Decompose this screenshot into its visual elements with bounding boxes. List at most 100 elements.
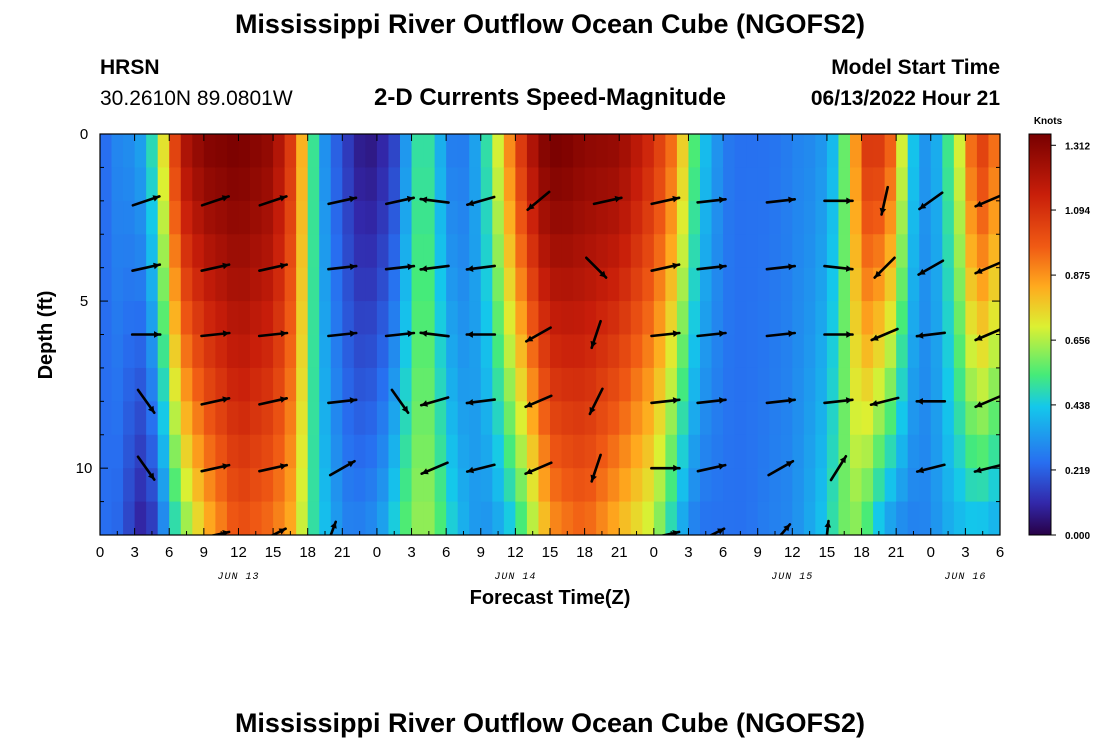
heatmap-cell: [134, 434, 147, 469]
vector-head: [871, 334, 879, 341]
heatmap-cell: [953, 434, 966, 469]
vector-head: [278, 528, 286, 535]
heatmap-cell: [134, 468, 147, 503]
heatmap-cell: [584, 267, 597, 302]
heatmap-cell: [619, 167, 632, 202]
current-vector-arrow: [419, 396, 450, 407]
heatmap-cell: [561, 267, 574, 302]
heatmap-cell: [965, 401, 978, 436]
heatmap-cell: [319, 134, 332, 169]
heatmap-cell: [146, 334, 159, 369]
heatmap-cell: [896, 367, 909, 402]
vector-head: [526, 335, 534, 342]
x-axis-title: Forecast Time(Z): [470, 587, 631, 609]
vector-head: [349, 397, 357, 404]
heatmap-cell: [434, 200, 447, 235]
heatmap-cell: [411, 367, 424, 402]
heatmap-cell: [953, 401, 966, 436]
heatmap-cell: [896, 401, 909, 436]
heatmap-cell: [388, 234, 401, 269]
heatmap-cell: [526, 234, 540, 269]
heatmap-cell: [988, 468, 1000, 503]
heatmap-cell: [123, 468, 136, 503]
heatmap-cell: [503, 134, 516, 169]
heatmap-cell: [596, 167, 609, 202]
heatmap-cell: [734, 434, 747, 469]
x-tick-label: 0: [927, 544, 935, 561]
heatmap-cell: [769, 468, 782, 503]
vector-head: [280, 262, 287, 270]
heatmap-cell: [503, 401, 516, 436]
heatmap-cell: [630, 167, 643, 202]
heatmap-cell: [457, 234, 470, 269]
vector-head: [280, 396, 287, 403]
current-vector-arrow: [823, 197, 854, 205]
heatmap-cell: [965, 334, 978, 369]
heatmap-cell: [503, 234, 516, 269]
heatmap-cell: [215, 401, 228, 436]
heatmap-cell: [642, 401, 655, 436]
heatmap-cell: [515, 234, 528, 269]
vector-head: [466, 399, 474, 406]
vector-head: [788, 397, 795, 404]
heatmap-cell: [584, 301, 597, 336]
current-vector-arrow: [419, 330, 450, 338]
heatmap-cell: [250, 434, 263, 469]
current-vector-arrow: [829, 454, 848, 482]
heatmap-cell: [411, 334, 424, 369]
heatmap-cell: [803, 434, 816, 469]
heatmap-cell: [330, 234, 343, 269]
current-vector-arrow: [200, 396, 231, 406]
vector-head: [279, 195, 287, 202]
vector-head: [222, 262, 230, 270]
heatmap-cell: [307, 401, 320, 436]
heatmap-cell: [596, 134, 609, 169]
heatmap-cell: [215, 367, 228, 402]
heatmap-cell: [492, 200, 505, 235]
x-tick-label: 21: [611, 544, 628, 561]
heatmap-cell: [607, 167, 620, 202]
heatmap-cell: [873, 434, 886, 469]
heatmap-cell: [965, 200, 978, 235]
vector-head: [420, 265, 428, 272]
heatmap-cell: [307, 167, 320, 202]
heatmap-cell: [907, 367, 920, 402]
heatmap-cell: [434, 501, 447, 535]
heatmap-cell: [884, 301, 897, 336]
heatmap-cell: [215, 468, 228, 503]
heatmap-cell: [711, 167, 724, 202]
heatmap-cell: [226, 267, 240, 302]
heatmap-cell: [365, 367, 378, 402]
heatmap-cell: [723, 301, 736, 336]
heatmap-cell: [446, 301, 459, 336]
x-tick-label: 9: [477, 544, 485, 561]
heatmap-cell: [734, 167, 747, 202]
current-vector-arrow: [588, 387, 604, 416]
vector-head: [221, 195, 229, 202]
heatmap-cell: [988, 334, 1000, 369]
heatmap-cell: [203, 167, 216, 202]
heatmap-cell: [526, 301, 540, 336]
heatmap-cell: [123, 334, 136, 369]
heatmap-cell: [365, 501, 378, 535]
heatmap-cell: [896, 501, 909, 535]
heatmap-cell: [573, 434, 586, 469]
heatmap-cell: [873, 334, 886, 369]
heatmap-cell: [780, 267, 793, 302]
heatmap-cell: [711, 468, 724, 503]
heatmap-cell: [769, 234, 782, 269]
heatmap-cell: [769, 267, 782, 302]
vector-head: [974, 466, 982, 474]
vector-head: [222, 330, 230, 337]
vector-head: [148, 472, 155, 480]
heatmap-cell: [907, 234, 920, 269]
heatmap-cell: [434, 434, 447, 469]
current-vector-arrow: [465, 264, 497, 272]
heatmap-cell: [757, 200, 770, 235]
current-vector-arrow: [257, 330, 289, 338]
heatmap-cell: [607, 434, 620, 469]
heatmap-cell: [400, 501, 413, 535]
heatmap-cell: [723, 334, 736, 369]
heatmap-cell: [861, 301, 874, 336]
heatmap-cell: [919, 200, 932, 235]
